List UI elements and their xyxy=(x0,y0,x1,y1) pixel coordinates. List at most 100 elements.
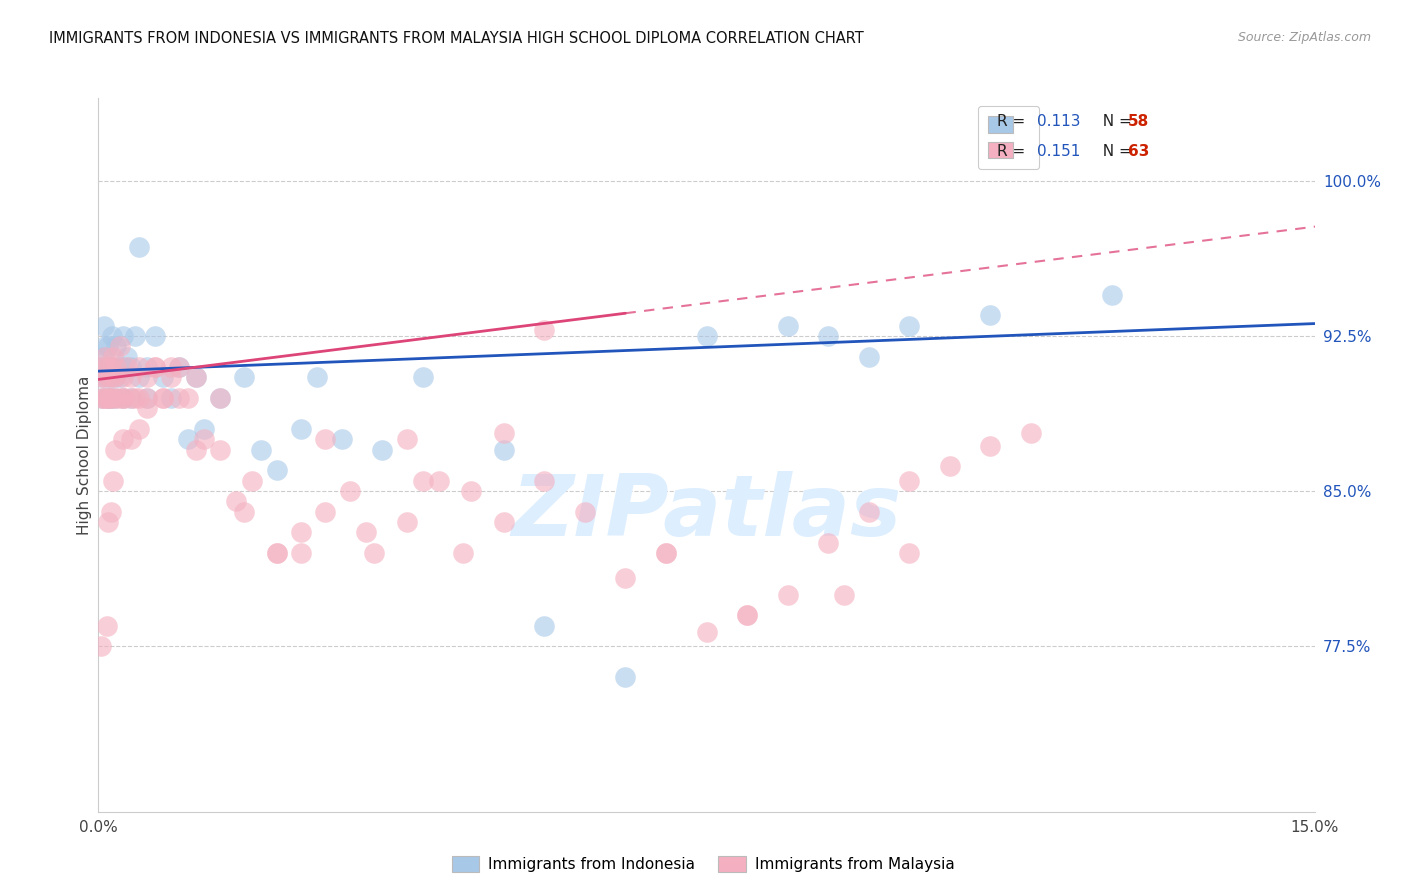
Y-axis label: High School Diploma: High School Diploma xyxy=(77,376,91,534)
Point xyxy=(120,391,142,405)
Point xyxy=(115,350,138,364)
Point xyxy=(655,546,678,560)
Point xyxy=(655,546,678,560)
Point xyxy=(412,474,434,488)
Point xyxy=(533,323,555,337)
Point xyxy=(735,608,758,623)
Point xyxy=(427,474,450,488)
Point xyxy=(209,391,232,405)
Point xyxy=(100,359,122,374)
Point xyxy=(898,546,921,560)
Point xyxy=(112,359,135,374)
Point xyxy=(110,370,132,384)
Point xyxy=(184,370,207,384)
Point xyxy=(93,370,115,384)
Point xyxy=(128,240,150,254)
Point xyxy=(776,588,799,602)
Point xyxy=(111,391,134,405)
Point xyxy=(160,391,183,405)
Text: 0.151: 0.151 xyxy=(1036,144,1080,159)
Point xyxy=(160,370,183,384)
Point xyxy=(124,329,146,343)
Point xyxy=(453,546,475,560)
Point xyxy=(128,359,150,374)
Point xyxy=(98,391,121,405)
Point xyxy=(120,391,142,405)
Point xyxy=(152,391,174,405)
Point xyxy=(97,515,120,529)
Legend: Immigrants from Indonesia, Immigrants from Malaysia: Immigrants from Indonesia, Immigrants fr… xyxy=(444,848,962,880)
Point xyxy=(152,370,174,384)
Point xyxy=(143,359,166,374)
Point xyxy=(817,536,839,550)
Point xyxy=(898,474,921,488)
Point xyxy=(1019,426,1042,441)
Point xyxy=(290,525,312,540)
Point xyxy=(533,474,555,488)
Point xyxy=(107,359,129,374)
Point xyxy=(136,401,159,416)
Point xyxy=(209,442,232,457)
Point xyxy=(776,318,799,333)
Point xyxy=(574,505,596,519)
Point xyxy=(111,370,134,384)
Point xyxy=(90,391,112,405)
Point xyxy=(979,308,1001,322)
Point xyxy=(533,618,555,632)
Point xyxy=(233,370,256,384)
Point xyxy=(136,391,159,405)
Point xyxy=(242,474,264,488)
Point xyxy=(176,433,198,447)
Point xyxy=(104,391,127,405)
Point xyxy=(209,391,232,405)
Point xyxy=(96,391,118,405)
Point xyxy=(696,329,718,343)
Point xyxy=(184,370,207,384)
Point xyxy=(128,370,150,384)
Point xyxy=(97,370,120,384)
Point xyxy=(120,359,142,374)
Point xyxy=(96,359,118,374)
Point xyxy=(193,433,215,447)
Point xyxy=(817,329,839,343)
Point xyxy=(314,505,336,519)
Point xyxy=(143,329,166,343)
Point xyxy=(696,624,718,639)
Point xyxy=(97,391,120,405)
Text: IMMIGRANTS FROM INDONESIA VS IMMIGRANTS FROM MALAYSIA HIGH SCHOOL DIPLOMA CORREL: IMMIGRANTS FROM INDONESIA VS IMMIGRANTS … xyxy=(49,31,863,46)
Point xyxy=(176,391,198,405)
Point xyxy=(492,515,515,529)
Point xyxy=(184,442,207,457)
Text: R =: R = xyxy=(997,144,1031,159)
Point xyxy=(93,318,115,333)
Point xyxy=(225,494,247,508)
Point xyxy=(395,515,418,529)
Point xyxy=(100,359,122,374)
Point xyxy=(363,546,385,560)
Point xyxy=(111,329,134,343)
Point xyxy=(90,639,112,653)
Point xyxy=(233,505,256,519)
Point xyxy=(735,608,758,623)
Point xyxy=(412,370,434,384)
Point xyxy=(110,339,132,353)
Point xyxy=(104,442,127,457)
Point xyxy=(290,546,312,560)
Point xyxy=(101,359,124,374)
Point xyxy=(90,370,112,384)
Point xyxy=(105,359,128,374)
Point xyxy=(266,546,288,560)
Point xyxy=(120,433,142,447)
Point xyxy=(395,433,418,447)
Point xyxy=(834,588,856,602)
Point xyxy=(107,391,129,405)
Point xyxy=(169,359,191,374)
Point xyxy=(115,359,138,374)
Point xyxy=(371,442,394,457)
Point xyxy=(98,370,121,384)
Point xyxy=(111,391,134,405)
Point xyxy=(104,370,127,384)
Point xyxy=(939,459,962,474)
Point xyxy=(104,391,127,405)
Point xyxy=(354,525,377,540)
